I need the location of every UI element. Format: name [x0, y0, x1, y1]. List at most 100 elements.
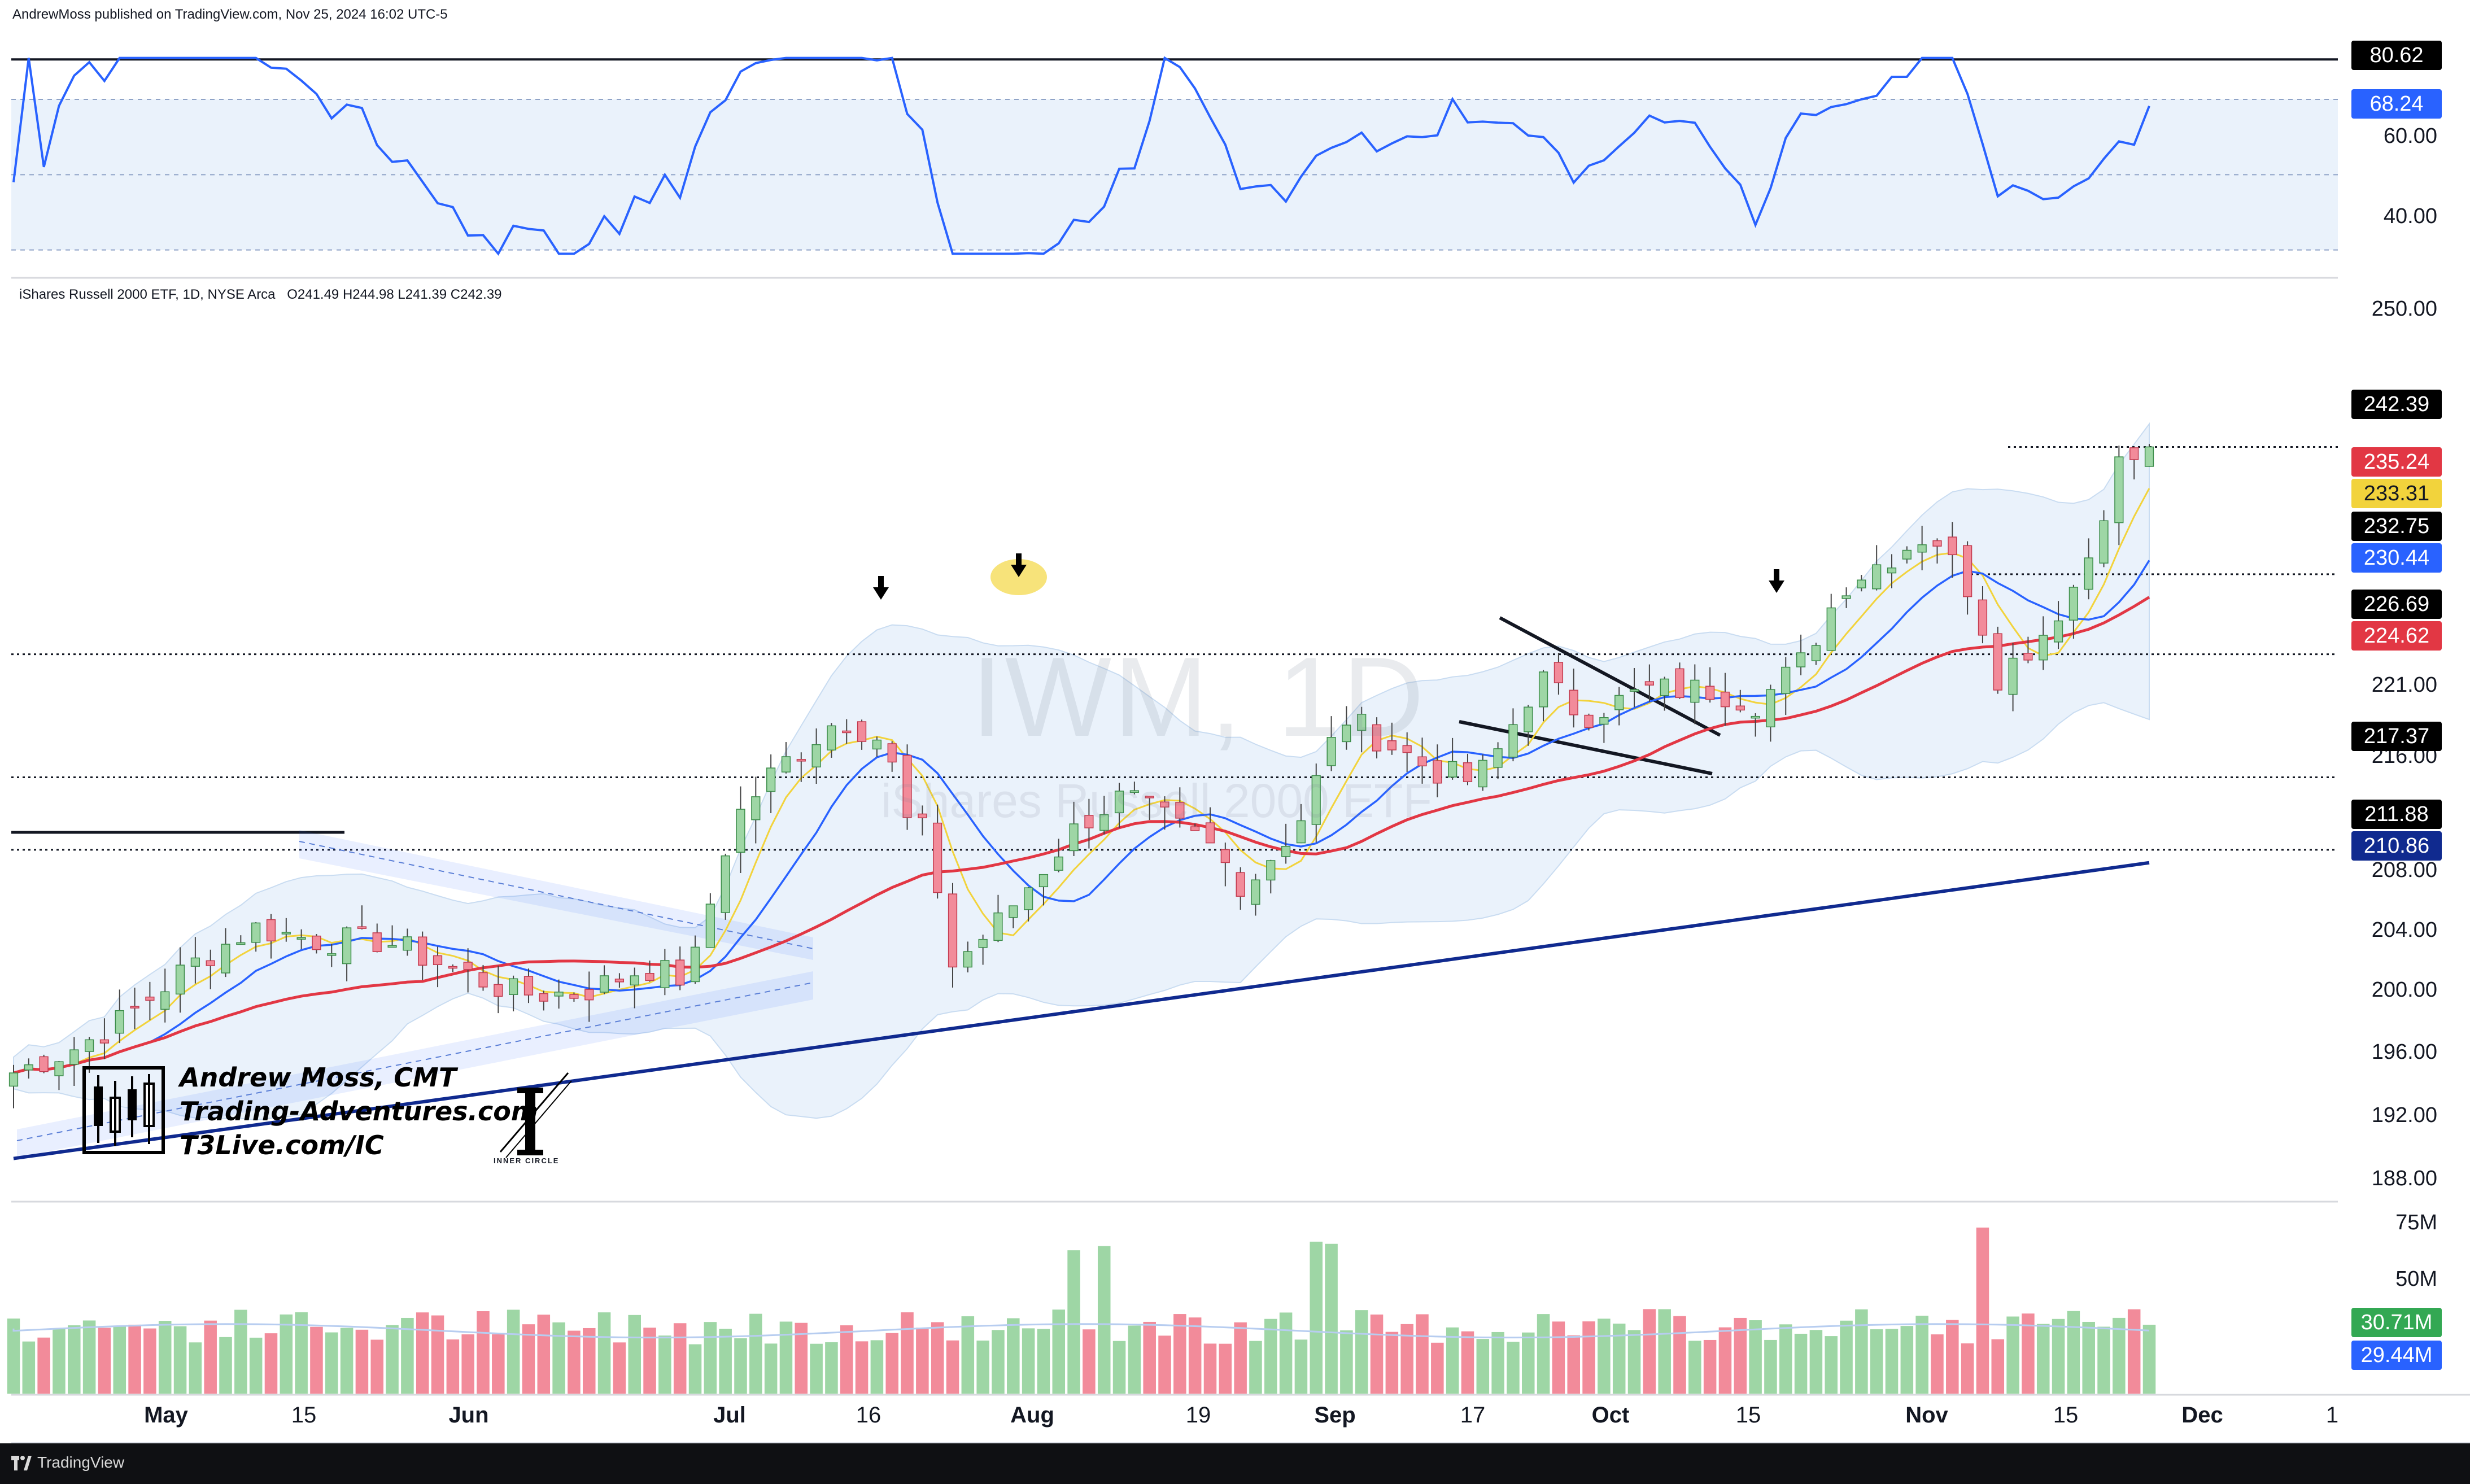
candle-body — [1160, 801, 1169, 808]
candle-body — [69, 1049, 79, 1065]
candle-body — [1584, 714, 1594, 728]
price-axis-label: 188.00 — [2371, 1167, 2437, 1190]
candle-body — [1811, 645, 1821, 661]
time-axis-label: 19 — [1185, 1403, 1211, 1428]
volume-bar — [1900, 1326, 1914, 1394]
time-axis-label: Nov — [1905, 1403, 1948, 1428]
volume-bar — [37, 1337, 50, 1394]
author-signature: Andrew Moss, CMT Trading-Adventures.com … — [180, 1060, 538, 1162]
time-axis-label: Dec — [2181, 1403, 2223, 1428]
rsi-tag-high: 80.62 — [2351, 41, 2442, 70]
down-arrow-icon — [1769, 580, 1784, 593]
candle-body — [675, 959, 685, 986]
volume-bar — [1279, 1312, 1293, 1394]
candle-body — [145, 996, 155, 1001]
volume-bar — [264, 1333, 278, 1394]
candle-body — [1448, 761, 1457, 778]
candle-body — [312, 935, 321, 950]
candle-body — [2084, 557, 2093, 590]
candle-body — [1690, 679, 1700, 703]
volume-bar — [568, 1330, 581, 1394]
author-link: T3Live.com/IC — [180, 1130, 384, 1160]
price-tag-sma50: 235.24 — [2351, 447, 2442, 477]
candle-body — [1342, 724, 1351, 743]
price-axis-label: 192.00 — [2371, 1103, 2437, 1127]
volume-tag-average: 29.44M — [2351, 1341, 2442, 1370]
candle-body — [1326, 737, 1336, 766]
volume-bar — [719, 1329, 732, 1394]
candle-body — [645, 973, 654, 981]
volume-bar — [2127, 1309, 2141, 1394]
candle-body — [1129, 790, 1140, 793]
candle-body — [2023, 652, 2033, 661]
volume-bar — [1325, 1243, 1338, 1394]
bollinger-band-area — [13, 422, 2150, 1121]
candle-body — [539, 993, 548, 1002]
volume-bar — [734, 1338, 747, 1394]
candle-body — [872, 739, 882, 750]
volume-bar — [704, 1322, 717, 1394]
volume-bar — [1264, 1319, 1277, 1394]
candle-body — [554, 992, 564, 997]
volume-bar — [688, 1344, 702, 1394]
down-arrow-icon — [873, 587, 889, 600]
volume-bar — [340, 1328, 354, 1394]
volume-average-line — [12, 1323, 2150, 1339]
volume-bar — [1612, 1323, 1626, 1394]
volume-bar — [113, 1326, 126, 1394]
volume-bar — [1537, 1314, 1550, 1394]
candle-body — [1009, 905, 1018, 918]
candle-body — [690, 946, 700, 983]
candle-body — [1372, 724, 1382, 752]
candle-body — [887, 743, 897, 763]
volume-bar — [1158, 1335, 1171, 1394]
candle-body — [1796, 652, 1806, 667]
instrument-legend[interactable]: iShares Russell 2000 ETF, 1D, NYSE Arca … — [19, 287, 502, 303]
volume-bar — [1067, 1250, 1080, 1394]
candle-body — [736, 809, 745, 853]
volume-bar — [2036, 1324, 2050, 1394]
rsi-line — [12, 56, 2150, 256]
volume-bar — [764, 1343, 778, 1394]
volume-bar — [946, 1340, 959, 1394]
volume-bar — [431, 1315, 444, 1394]
volume-bar — [310, 1326, 323, 1394]
volume-bar — [1522, 1332, 1535, 1394]
volume-bar — [2113, 1317, 2126, 1394]
footer-brand[interactable]: TradingView — [37, 1454, 125, 1471]
volume-bar — [1037, 1329, 1050, 1394]
candle-body — [1236, 872, 1245, 897]
volume-bar — [1643, 1309, 1656, 1394]
candle-body — [2068, 587, 2079, 621]
volume-bar — [1249, 1341, 1262, 1394]
volume-axis-label: 75M — [2395, 1211, 2437, 1234]
candle-body — [1978, 599, 1988, 636]
volume-bar — [1416, 1314, 1429, 1394]
candle-body — [1644, 681, 1654, 686]
time-axis-label: 1 — [2325, 1403, 2339, 1428]
price-tag-level: 217.37 — [2351, 722, 2442, 751]
candle-body — [963, 951, 972, 968]
candle-body — [1766, 689, 1775, 728]
volume-bar — [1507, 1342, 1520, 1394]
candle-body — [1357, 714, 1367, 731]
candle-body — [1311, 775, 1321, 825]
candle-body — [1493, 748, 1503, 768]
candle-body — [1417, 756, 1427, 767]
volume-bar — [1007, 1318, 1020, 1394]
candle-body — [1629, 689, 1639, 692]
volume-bar — [219, 1337, 232, 1394]
time-axis-label: 15 — [1735, 1403, 1761, 1428]
volume-bar — [1855, 1309, 1868, 1394]
rsi-axis-label: 60.00 — [2383, 124, 2437, 148]
volume-panel — [7, 1227, 2156, 1394]
volume-bar — [628, 1315, 641, 1394]
candle-body — [190, 957, 200, 967]
time-axis-label: 16 — [856, 1403, 881, 1428]
candle-body — [1569, 689, 1578, 715]
price-axis-label: 200.00 — [2371, 978, 2437, 1002]
volume-bar — [2142, 1324, 2156, 1394]
candle-body — [509, 978, 518, 995]
volume-bar — [1809, 1330, 1823, 1394]
